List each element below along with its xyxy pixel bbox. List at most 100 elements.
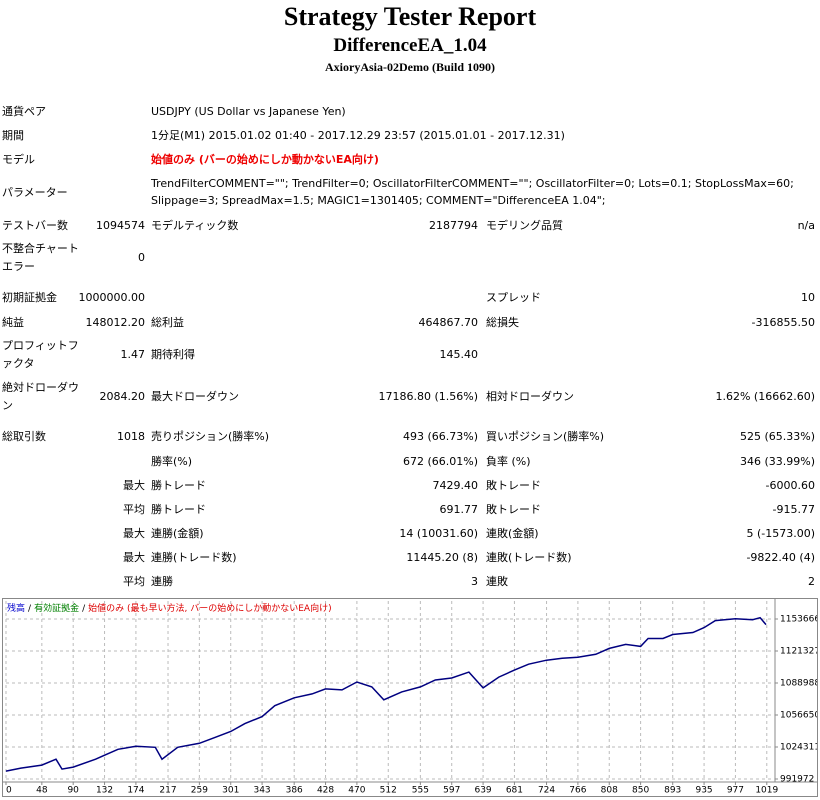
- setting-label: 期間: [2, 129, 24, 142]
- stat-value: 最大: [123, 479, 145, 492]
- x-tick-label: 850: [632, 786, 649, 796]
- y-tick-label: 1121327: [780, 647, 818, 657]
- x-tick-label: 343: [253, 786, 270, 796]
- stat-value: 464867.70: [418, 316, 479, 329]
- stat-label: プロフィットファクタ: [2, 339, 79, 370]
- x-tick-label: 259: [191, 786, 208, 796]
- stat-label: スプレッド: [486, 291, 541, 304]
- stat-label: 勝トレード: [151, 479, 206, 492]
- stat-value: 1.47: [120, 348, 146, 361]
- x-tick-label: 217: [159, 786, 176, 796]
- stat-value: -915.77: [772, 503, 815, 516]
- stat-label: 総利益: [151, 316, 184, 329]
- setting-value: USDJPY (US Dollar vs Japanese Yen): [151, 105, 346, 118]
- report-subtitle: DifferenceEA_1.04: [333, 35, 487, 56]
- stat-label: 敗トレード: [486, 503, 541, 516]
- stat-value: 1018: [117, 430, 145, 443]
- y-tick-label: 1088988: [780, 679, 818, 689]
- stat-label: 連敗: [486, 575, 508, 588]
- setting-value: 1分足(M1) 2015.01.02 01:40 - 2017.12.29 23…: [151, 129, 565, 142]
- stat-value: 1000000.00: [78, 291, 145, 304]
- stat-value: 7429.40: [432, 479, 479, 492]
- x-tick-label: 808: [601, 786, 618, 796]
- x-tick-label: 935: [695, 786, 712, 796]
- stat-label: 負率 (%): [486, 455, 531, 468]
- x-tick-label: 893: [664, 786, 681, 796]
- stat-label: 勝率(%): [151, 455, 193, 468]
- x-tick-label: 428: [317, 786, 334, 796]
- x-tick-label: 90: [67, 786, 79, 796]
- x-tick-label: 48: [36, 786, 48, 796]
- x-tick-label: 766: [569, 786, 586, 796]
- stat-value: 14 (10031.60): [399, 527, 478, 540]
- stat-value: 2: [808, 575, 815, 588]
- y-tick-label: 1056650: [780, 710, 818, 720]
- stat-label: 買いポジション(勝率%): [486, 430, 605, 443]
- legend-entry: 残高: [7, 602, 25, 614]
- stat-value: 11445.20 (8): [406, 551, 478, 564]
- legend-entry: 始値のみ (最も早い方法, バーの始めにしか動かないEA向け): [88, 602, 331, 614]
- balance-line: [5, 616, 767, 772]
- stat-value: 3: [471, 575, 478, 588]
- x-tick-label: 386: [286, 786, 303, 796]
- x-tick-label: 301: [222, 786, 239, 796]
- x-tick-label: 724: [538, 786, 555, 796]
- stat-label: 売りポジション(勝率%): [151, 430, 270, 443]
- stat-value: 最大: [123, 527, 145, 540]
- stat-label: 初期証拠金: [2, 291, 57, 304]
- y-tick-label: 1024311: [780, 742, 818, 752]
- stat-value: 10: [801, 291, 815, 304]
- stat-value: 2187794: [429, 219, 478, 232]
- stat-value: 691.77: [439, 503, 479, 516]
- stat-value: 5 (-1573.00): [746, 527, 815, 540]
- stat-label: 純益: [2, 316, 24, 329]
- stat-label: 絶対ドローダウン: [2, 381, 79, 412]
- stat-label: モデリング品質: [486, 219, 563, 232]
- x-tick-label: 639: [474, 786, 491, 796]
- setting-value: TrendFilterCOMMENT=""; TrendFilter=0; Os…: [151, 177, 794, 207]
- y-tick-label: 991972: [780, 774, 814, 784]
- stat-label: 連敗(トレード数): [486, 551, 572, 564]
- x-tick-label: 977: [727, 786, 744, 796]
- x-tick-label: 0: [6, 786, 12, 796]
- stat-label: 総取引数: [2, 430, 46, 443]
- legend-separator: /: [82, 604, 86, 614]
- stat-label: テストバー数: [2, 219, 68, 232]
- stat-value: 1094574: [96, 219, 145, 232]
- chart: 991972 1024311 1056650 1088988 1121327 115366…: [2, 598, 818, 797]
- stat-value: 145.40: [439, 348, 479, 361]
- stat-value: 0: [138, 251, 145, 264]
- legend-separator: /: [28, 604, 32, 614]
- x-tick-label: 174: [127, 786, 144, 796]
- stat-label: 勝トレード: [151, 503, 206, 516]
- y-tick-label: 1153666: [780, 615, 818, 625]
- x-tick-label: 470: [348, 786, 365, 796]
- stat-value: 346 (33.99%): [739, 455, 815, 468]
- stat-value: -6000.60: [765, 479, 815, 492]
- setting-value: 始値のみ (バーの始めにしか動かないEA向け): [151, 153, 379, 166]
- x-tick-label: 132: [96, 786, 113, 796]
- stat-value: -316855.50: [751, 316, 815, 329]
- stat-label: 総損失: [486, 316, 519, 329]
- stat-value: 148012.20: [85, 316, 146, 329]
- stat-value: 平均: [123, 575, 145, 588]
- report-title: Strategy Tester Report: [283, 2, 537, 31]
- stat-value: 17186.80 (1.56%): [378, 390, 478, 403]
- stat-label: 最大ドローダウン: [151, 390, 239, 403]
- setting-label: 通貨ペア: [2, 105, 46, 118]
- x-tick-label: 555: [412, 786, 429, 796]
- stat-value: 平均: [123, 503, 145, 516]
- stat-label: 期待利得: [151, 348, 195, 361]
- stat-label: 連勝: [151, 575, 173, 588]
- stat-value: 525 (65.33%): [739, 430, 815, 443]
- x-tick-label: 512: [380, 786, 397, 796]
- stat-value: 672 (66.01%): [402, 455, 478, 468]
- stat-label: 連勝(トレード数): [151, 551, 237, 564]
- report-server: AxioryAsia-02Demo (Build 1090): [325, 60, 495, 74]
- stat-value: 1.62% (16662.60): [715, 390, 815, 403]
- legend-entry: 有効証拠金: [34, 602, 79, 614]
- stat-label: 相対ドローダウン: [486, 390, 574, 403]
- stat-value: 493 (66.73%): [402, 430, 478, 443]
- stat-label: 敗トレード: [486, 479, 541, 492]
